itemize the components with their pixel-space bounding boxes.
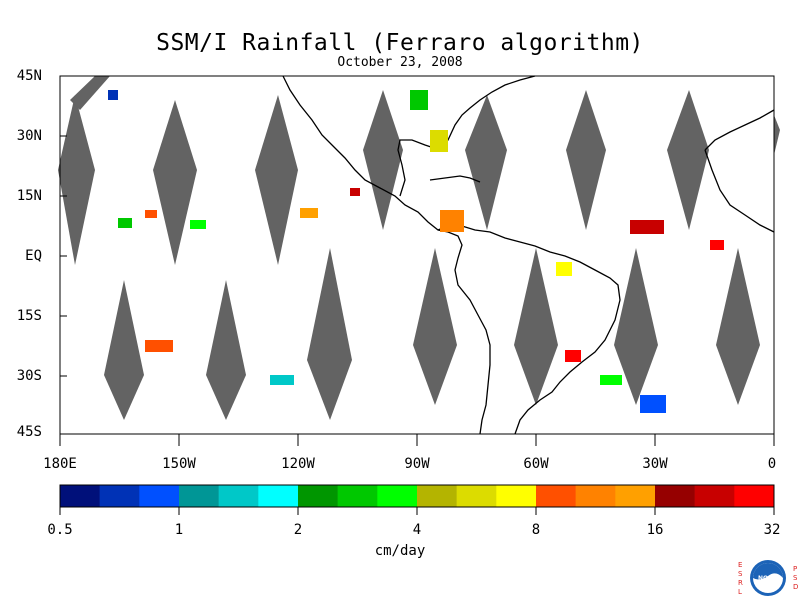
lon-label: 0: [767, 456, 777, 472]
logo-badge-text: NOAA: [758, 575, 778, 582]
lat-label: 15S: [16, 308, 42, 324]
colorbar-swatch: [218, 485, 259, 507]
lat-ticks: [60, 75, 67, 435]
colorbar-swatch: [258, 485, 299, 507]
swath-gap: [255, 95, 298, 265]
colorbar-swatch: [139, 485, 180, 507]
swath-gap: [363, 90, 403, 230]
colorbar-swatch: [179, 485, 219, 507]
lon-label: 30W: [642, 456, 668, 472]
lon-label: 150W: [162, 456, 196, 472]
swath-gap: [153, 100, 197, 265]
rain-patch: [440, 210, 464, 232]
colorbar: [59, 484, 775, 515]
logo-letter: E: [738, 561, 743, 569]
rain-patch: [556, 262, 572, 276]
swath-gap: [307, 248, 352, 420]
rain-patch: [430, 130, 448, 152]
lat-label: 30N: [16, 128, 42, 144]
logo-letter: D: [793, 583, 799, 591]
lon-label: 180E: [43, 456, 77, 472]
swath-gap: [614, 248, 658, 405]
colorbar-swatch: [615, 485, 656, 507]
lon-label: 90W: [404, 456, 430, 472]
chart-title: SSM/I Rainfall (Ferraro algorithm): [156, 30, 644, 56]
logo-letter: L: [738, 588, 742, 596]
colorbar-swatch: [99, 485, 140, 507]
rain-patch: [600, 375, 622, 385]
esrl-psd-logo: E S R L P S D NOAA: [736, 556, 800, 600]
colorbar-tick-label: 8: [531, 522, 541, 538]
swath-gap: [667, 90, 709, 230]
colorbar-swatch: [456, 485, 497, 507]
swath-gap: [206, 280, 246, 420]
colorbar-unit-label: cm/day: [374, 543, 426, 559]
chart-date: October 23, 2008: [337, 55, 463, 70]
swath-gap: [413, 248, 457, 405]
colorbar-swatch: [377, 485, 418, 507]
rain-patch: [145, 210, 157, 218]
europe-coast: [704, 109, 775, 151]
colorbar-swatch: [417, 485, 457, 507]
noaa-emblem: [750, 560, 786, 596]
lat-label: 45N: [16, 68, 42, 84]
colorbar-tick-label: 4: [412, 522, 422, 538]
colorbar-tick-label: 32: [763, 522, 781, 538]
rainfall-patches: [108, 90, 724, 413]
logo-letter: P: [793, 565, 798, 573]
logo-letter: R: [738, 579, 743, 587]
colorbar-tick-label: 0.5: [47, 522, 73, 538]
colorbar-swatch: [575, 485, 616, 507]
colorbar-swatch: [60, 485, 100, 507]
colorbar-swatch: [536, 485, 576, 507]
lat-label: EQ: [25, 248, 42, 264]
swath-gap: [58, 95, 95, 265]
swath-gap: [716, 248, 760, 405]
rain-patch: [410, 90, 428, 110]
colorbar-tick-label: 1: [174, 522, 184, 538]
lon-label: 60W: [523, 456, 549, 472]
rain-patch: [145, 340, 173, 352]
swath-gap: [774, 115, 780, 155]
rain-patch: [710, 240, 724, 250]
swath-gap: [514, 248, 558, 405]
rain-patch: [640, 395, 666, 413]
caribbean-islands: [429, 175, 481, 183]
rain-patch: [270, 375, 294, 385]
lat-label: 30S: [16, 368, 42, 384]
africa-coast: [704, 149, 775, 233]
rain-patch: [350, 188, 360, 196]
rain-patch: [108, 90, 118, 100]
colorbar-tick-label: 16: [646, 522, 664, 538]
swath-gap: [104, 280, 144, 420]
colorbar-tick-label: 2: [293, 522, 303, 538]
logo-letter: S: [793, 574, 798, 582]
swath-gap: [566, 90, 606, 230]
lon-ticks: [59, 434, 775, 446]
lat-label: 15N: [16, 188, 42, 204]
colorbar-swatch: [694, 485, 735, 507]
swath-gap: [70, 76, 110, 110]
rain-patch: [300, 208, 318, 218]
logo-letter: S: [738, 570, 743, 578]
atlantic-coast-south: [437, 224, 621, 435]
swath-gap: [465, 95, 507, 230]
colorbar-swatch: [496, 485, 537, 507]
lon-label: 120W: [281, 456, 315, 472]
colorbar-swatch: [655, 485, 695, 507]
lat-label: 45S: [16, 424, 42, 440]
rain-patch: [565, 350, 581, 362]
colorbar-swatch: [734, 485, 775, 507]
rain-patch: [118, 218, 132, 228]
rain-patch: [190, 220, 206, 229]
colorbar-swatch: [298, 485, 338, 507]
rain-patch: [630, 220, 664, 234]
swath-gaps: [58, 76, 780, 420]
colorbar-swatch: [337, 485, 378, 507]
